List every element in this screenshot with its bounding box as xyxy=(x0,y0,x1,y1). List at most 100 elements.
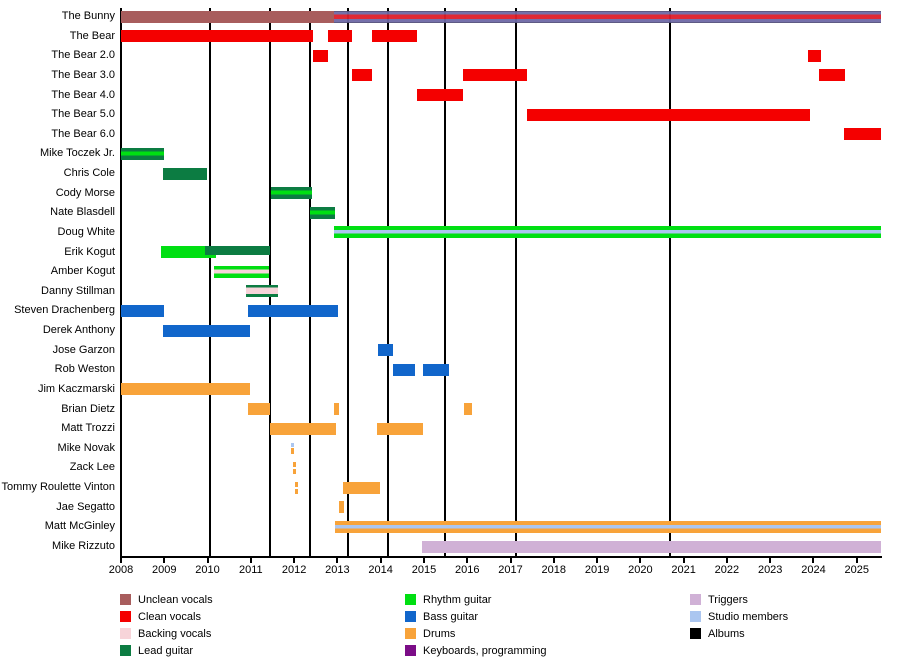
x-axis-tick xyxy=(552,558,555,563)
legend-swatch-albums xyxy=(690,628,701,639)
timeline-bar xyxy=(464,403,472,416)
timeline-bar xyxy=(334,520,881,533)
x-axis-tick xyxy=(293,558,296,563)
member-label: Rob Weston xyxy=(54,363,115,376)
member-label: Erik Kogut xyxy=(64,245,115,258)
timeline-bar xyxy=(290,448,295,455)
timeline-bar xyxy=(377,344,394,357)
album-release-line xyxy=(346,8,349,557)
timeline-bar xyxy=(310,206,335,219)
member-label: Chris Cole xyxy=(63,167,115,180)
album-release-line xyxy=(515,8,518,557)
axis-year-label: 2008 xyxy=(108,564,134,576)
member-label: Steven Drachenberg xyxy=(14,304,115,317)
axis-year-label: 2019 xyxy=(584,564,610,576)
legend-swatch-bass-guitar xyxy=(405,611,416,622)
axis-year-label: 2023 xyxy=(757,564,783,576)
legend-label: Clean vocals xyxy=(138,611,201,623)
timeline-bar xyxy=(246,285,278,298)
x-axis-tick xyxy=(855,558,858,563)
legend-swatch-keyboards-programming xyxy=(405,645,416,656)
member-label: Matt Trozzi xyxy=(61,422,115,435)
member-label: Zack Lee xyxy=(69,461,115,474)
timeline-bar xyxy=(342,481,380,494)
axis-year-label: 2012 xyxy=(281,564,307,576)
timeline-bar xyxy=(372,30,418,43)
timeline-bar xyxy=(333,226,881,239)
legend-label: Unclean vocals xyxy=(138,594,213,606)
axis-year-label: 2025 xyxy=(844,564,869,576)
axis-year-label: 2018 xyxy=(541,564,567,576)
legend-swatch-studio-members xyxy=(690,611,701,622)
timeline-bar xyxy=(417,89,464,102)
member-label: Derek Anthony xyxy=(42,324,115,337)
x-axis-tick xyxy=(682,558,685,563)
member-label: Tommy Roulette Vinton xyxy=(1,481,115,494)
legend-label: Studio members xyxy=(708,611,789,623)
member-label: The Bear 4.0 xyxy=(51,88,115,101)
x-axis-tick xyxy=(769,558,772,563)
member-label: The Bear 5.0 xyxy=(51,108,115,121)
member-label: The Bunny xyxy=(61,10,115,22)
timeline-bar xyxy=(163,324,250,337)
member-label: The Bear 2.0 xyxy=(51,49,115,62)
timeline-bar xyxy=(121,147,165,160)
timeline-bar xyxy=(843,128,881,141)
timeline-bar xyxy=(121,10,334,23)
member-label: The Bear xyxy=(69,29,115,42)
member-label: The Bear 3.0 xyxy=(51,68,115,81)
axis-year-label: 2015 xyxy=(411,564,437,576)
timeline-bar xyxy=(421,540,881,553)
legend-label: Rhythm guitar xyxy=(423,594,492,606)
timeline-bar xyxy=(248,304,338,317)
x-axis-tick xyxy=(379,558,382,563)
legend-swatch-triggers xyxy=(690,594,701,605)
x-axis-tick xyxy=(163,558,166,563)
timeline-bar xyxy=(295,481,299,487)
member-label: Mike Novak xyxy=(57,441,115,454)
x-axis-tick xyxy=(336,558,339,563)
timeline-bar xyxy=(376,422,423,435)
member-label: Nate Blasdell xyxy=(50,206,115,219)
x-axis-line xyxy=(120,556,882,558)
timeline-bar xyxy=(808,49,821,62)
legend-swatch-drums xyxy=(405,628,416,639)
axis-year-label: 2016 xyxy=(454,564,480,576)
x-axis-tick xyxy=(812,558,815,563)
axis-year-label: 2014 xyxy=(368,564,393,576)
member-label: Doug White xyxy=(57,225,115,238)
axis-year-label: 2009 xyxy=(152,564,177,576)
legend-swatch-unclean-vocals xyxy=(120,594,131,605)
member-label: Jose Garzon xyxy=(52,343,115,356)
axis-year-label: 2021 xyxy=(671,564,696,576)
x-axis-tick xyxy=(509,558,512,563)
member-label: Mike Toczek Jr. xyxy=(40,147,115,160)
timeline-bar xyxy=(526,108,810,121)
axis-year-label: 2013 xyxy=(325,564,350,576)
legend-label: Triggers xyxy=(708,594,748,606)
axis-year-label: 2017 xyxy=(498,564,523,576)
timeline-bar xyxy=(271,187,312,200)
legend-swatch-clean-vocals xyxy=(120,611,131,622)
member-label: Matt McGinley xyxy=(44,520,115,533)
album-release-line xyxy=(444,8,447,557)
timeline-bar xyxy=(121,383,250,396)
timeline-bar xyxy=(214,265,270,278)
member-label: Cody Morse xyxy=(55,186,115,199)
legend-swatch-backing-vocals xyxy=(120,628,131,639)
timeline-bar xyxy=(352,69,373,82)
timeline-bar xyxy=(327,30,353,43)
album-release-line xyxy=(387,8,390,557)
axis-year-label: 2020 xyxy=(628,564,653,576)
member-label: Jim Kaczmarski xyxy=(37,382,115,395)
timeline-bar xyxy=(269,422,337,435)
album-release-line xyxy=(209,8,212,557)
member-label: The Bear 6.0 xyxy=(51,127,115,140)
legend-label: Lead guitar xyxy=(138,645,194,657)
timeline-bar xyxy=(160,246,216,259)
album-release-line xyxy=(668,8,671,557)
timeline-bar xyxy=(162,167,207,180)
legend-label: Drums xyxy=(423,628,456,640)
x-axis-tick xyxy=(725,558,728,563)
timeline-bar xyxy=(333,403,340,416)
